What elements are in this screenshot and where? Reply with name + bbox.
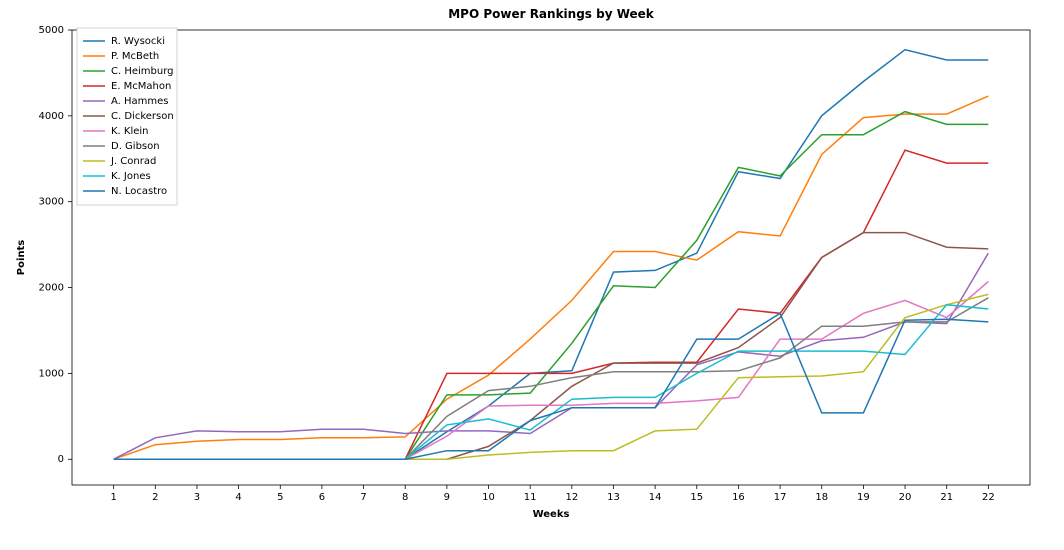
series-line-7 (114, 298, 989, 459)
legend-label: R. Wysocki (111, 36, 165, 47)
x-tick-label: 4 (235, 492, 241, 503)
x-tick-label: 14 (649, 492, 662, 503)
x-tick-label: 3 (194, 492, 200, 503)
series-line-10 (114, 313, 989, 459)
legend-label: E. McMahon (111, 81, 171, 92)
x-tick-label: 20 (899, 492, 912, 503)
y-tick-label: 1000 (39, 368, 64, 379)
legend-label: N. Locastro (111, 186, 167, 197)
legend-label: P. McBeth (111, 51, 159, 62)
x-tick-label: 13 (607, 492, 620, 503)
x-tick-label: 17 (774, 492, 787, 503)
line-chart-svg: 1234567891011121314151617181920212201000… (0, 0, 1064, 550)
plot-spine (72, 30, 1030, 485)
series-line-2 (114, 112, 989, 460)
x-tick-label: 21 (940, 492, 953, 503)
x-tick-label: 12 (565, 492, 578, 503)
chart-title: MPO Power Rankings by Week (448, 7, 655, 21)
chart-container: 1234567891011121314151617181920212201000… (0, 0, 1064, 550)
legend-label: A. Hammes (111, 96, 169, 107)
y-tick-label: 5000 (39, 25, 64, 36)
series-line-0 (114, 50, 989, 460)
series-line-5 (114, 233, 989, 460)
x-tick-label: 1 (110, 492, 116, 503)
x-tick-label: 9 (444, 492, 450, 503)
y-axis-label: Points (16, 240, 27, 276)
legend-label: K. Jones (111, 171, 151, 182)
x-tick-label: 7 (360, 492, 366, 503)
x-tick-label: 18 (815, 492, 828, 503)
x-tick-label: 5 (277, 492, 283, 503)
y-tick-label: 4000 (39, 111, 64, 122)
x-tick-label: 6 (319, 492, 325, 503)
x-tick-label: 11 (524, 492, 537, 503)
y-tick-label: 2000 (39, 283, 64, 294)
legend-label: C. Dickerson (111, 111, 174, 122)
x-tick-label: 10 (482, 492, 495, 503)
y-tick-label: 0 (58, 454, 64, 465)
x-tick-label: 15 (690, 492, 703, 503)
legend-label: D. Gibson (111, 141, 160, 152)
x-tick-label: 16 (732, 492, 745, 503)
legend-label: K. Klein (111, 126, 149, 137)
legend-label: C. Heimburg (111, 66, 174, 77)
x-tick-label: 22 (982, 492, 995, 503)
series-line-4 (114, 253, 989, 459)
x-tick-label: 2 (152, 492, 158, 503)
legend-label: J. Conrad (110, 156, 156, 167)
x-tick-label: 8 (402, 492, 408, 503)
legend: R. Wysocki P. McBeth C. Heimburg E. McMahon… (77, 28, 177, 205)
x-axis-label: Weeks (533, 509, 570, 520)
x-tick-label: 19 (857, 492, 870, 503)
y-tick-label: 3000 (39, 197, 64, 208)
